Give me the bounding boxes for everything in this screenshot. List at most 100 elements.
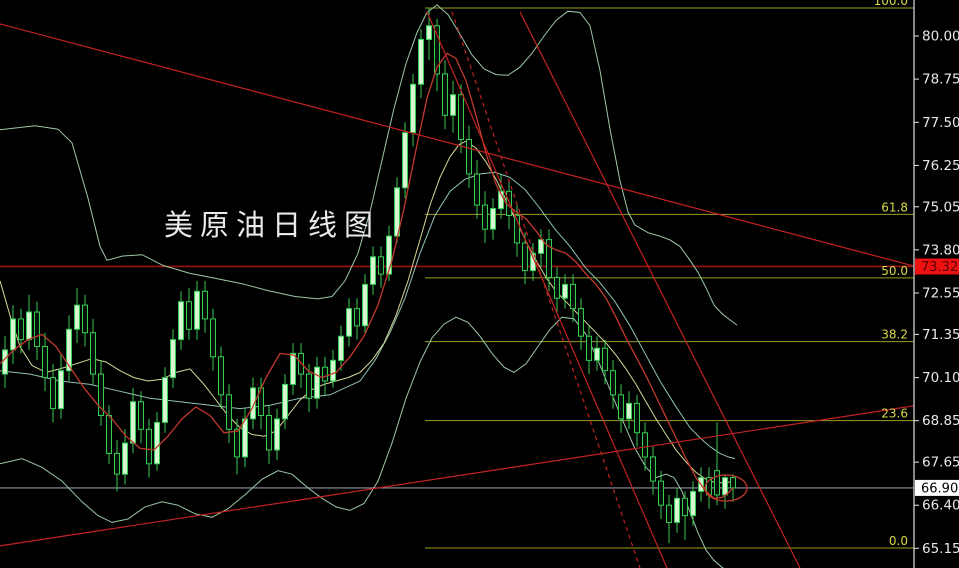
axis-price-label: 67.65: [914, 455, 959, 471]
candlestick: [690, 481, 696, 526]
axis-price-label: 71.35: [914, 327, 959, 343]
rising-support: [0, 405, 915, 547]
svg-text:73.32: 73.32: [921, 260, 958, 275]
svg-text:65.15: 65.15: [922, 541, 959, 557]
candlestick: [154, 412, 160, 471]
candlestick: [514, 205, 520, 257]
svg-text:76.25: 76.25: [922, 158, 959, 174]
candlestick: [18, 308, 24, 354]
svg-text:80.00: 80.00: [922, 29, 959, 45]
candlestick: [34, 301, 40, 361]
candlestick: [266, 405, 272, 464]
red-moving-average: [0, 52, 734, 499]
candlestick: [354, 298, 360, 340]
candlestick: [546, 229, 552, 292]
candlestick: [378, 246, 384, 288]
price-axis-panel: [914, 0, 959, 568]
candlestick: [458, 84, 464, 154]
candlestick: [434, 18, 440, 92]
candlestick: [162, 367, 168, 433]
candlestick: [42, 332, 48, 392]
candlestick: [178, 291, 184, 350]
candlestick: [482, 191, 488, 243]
candlestick: [186, 287, 192, 340]
fib-label-61.8: 61.8: [881, 200, 908, 214]
candlestick: [538, 229, 544, 268]
candlestick: [346, 298, 352, 347]
candlestick: [122, 429, 128, 485]
candlestick: [74, 287, 80, 344]
candlestick: [674, 487, 680, 533]
candlestick: [490, 198, 496, 240]
candlestick: [650, 446, 656, 495]
candlestick: [50, 363, 56, 423]
candlestick: [634, 394, 640, 447]
axis-price-label: 78.75: [914, 72, 959, 88]
candlestick: [554, 267, 560, 312]
axis-price-label: 70.10: [914, 370, 959, 386]
candlestick: [570, 274, 576, 323]
major-downtrend: [0, 23, 915, 267]
highlight-ellipse-annotation: [704, 474, 748, 502]
candlestick: [226, 384, 232, 444]
candlestick: [618, 384, 624, 433]
svg-text:66.90: 66.90: [921, 481, 958, 496]
candlestick: [98, 360, 104, 426]
candlestick: [498, 174, 504, 219]
candlestick: [330, 349, 336, 388]
candlestick: [138, 391, 144, 444]
candlestick: [234, 418, 240, 475]
candlestick: [250, 377, 256, 430]
axis-price-label: 68.85: [914, 413, 959, 429]
candlestick: [682, 491, 688, 540]
bollinger-upper-band: [0, 4, 738, 326]
candlestick: [610, 360, 616, 409]
steep-downtrend-2: [519, 11, 801, 568]
svg-text:73.80: 73.80: [922, 242, 959, 258]
candlestick: [114, 439, 120, 492]
axis-price-label: 76.25: [914, 158, 959, 174]
bollinger-lower-band: [0, 316, 724, 568]
svg-text:70.10: 70.10: [922, 370, 959, 386]
candlestick: [146, 418, 152, 478]
bollinger-middle-band: [0, 171, 736, 460]
fib-label-38.2: 38.2: [881, 328, 908, 342]
price-tag-current: 66.90: [915, 479, 959, 496]
candlestick: [282, 374, 288, 430]
candlestick: [442, 60, 448, 130]
svg-text:78.75: 78.75: [922, 72, 959, 88]
candlestick: [194, 280, 200, 340]
candlestick: [370, 246, 376, 295]
fib-label-100.0: 100.0: [874, 0, 908, 8]
candlestick: [522, 232, 528, 285]
candlestick: [418, 29, 424, 99]
axis-price-label: 65.15: [914, 541, 959, 557]
axis-price-label: 66.40: [914, 498, 959, 514]
steep-downtrend-1: [426, 11, 668, 568]
steep-downtrend-dashed: [451, 11, 641, 568]
candlestick: [362, 274, 368, 333]
chart-title: 美原油日线图: [164, 208, 381, 242]
candlestick: [10, 305, 16, 364]
yellow-moving-average: [0, 140, 734, 484]
svg-text:66.40: 66.40: [922, 498, 959, 514]
candlestick: [90, 318, 96, 385]
axis-price-label: 80.00: [914, 29, 959, 45]
svg-text:77.50: 77.50: [922, 115, 959, 131]
candlestick: [66, 315, 72, 381]
candlestick: [218, 346, 224, 409]
candlestick: [594, 336, 600, 371]
candlestick: [586, 325, 592, 375]
price-tag-alert: 73.32: [915, 258, 959, 275]
svg-text:68.85: 68.85: [922, 413, 959, 429]
svg-text:72.55: 72.55: [922, 286, 959, 302]
axis-price-label: 75.05: [914, 199, 959, 215]
candlestick: [402, 122, 408, 199]
candlestick: [666, 494, 672, 544]
candlestick: [450, 80, 456, 133]
candlestick: [274, 408, 280, 461]
axis-price-label: 72.55: [914, 286, 959, 302]
candlestick: [626, 391, 632, 430]
